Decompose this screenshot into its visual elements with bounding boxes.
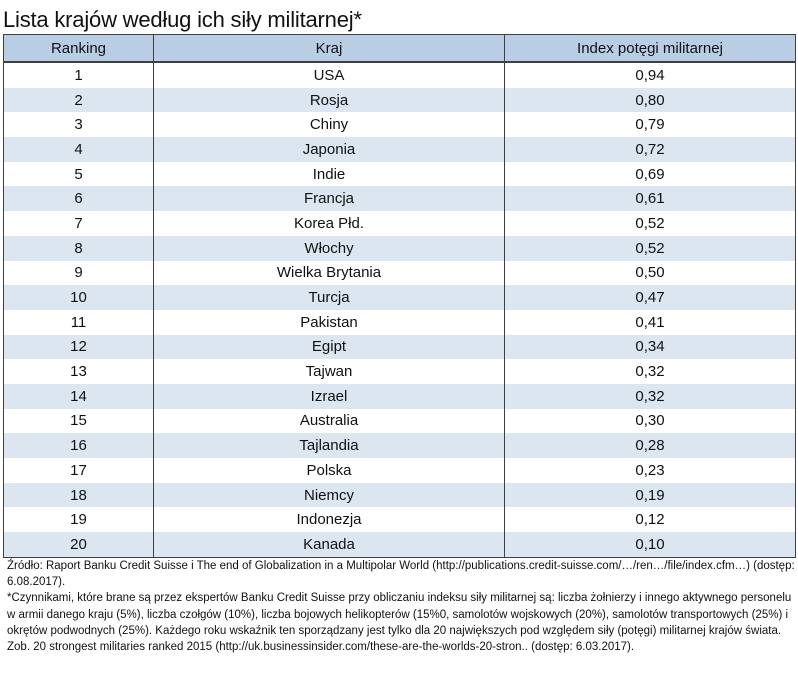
cell-rank: 8 [3, 235, 154, 261]
cell-index: 0,12 [504, 507, 796, 533]
cell-index: 0,94 [504, 62, 796, 88]
table-row: 15 Australia 0,30 [3, 408, 796, 434]
table-body: 1 USA 0,94 2 Rosja 0,80 3 Chiny 0,79 4 Japonia 0,72… [3, 62, 796, 558]
cell-rank: 2 [3, 87, 154, 113]
cell-rank: 14 [3, 383, 154, 409]
cell-rank: 18 [3, 482, 154, 508]
table-row: 10 Turcja 0,47 [3, 285, 796, 310]
table-row: 18 Niemcy 0,19 [3, 482, 796, 508]
cell-rank: 6 [3, 186, 154, 212]
cell-country: Japonia [153, 137, 505, 162]
cell-index: 0,80 [504, 87, 796, 113]
table-row: 19 Indonezja 0,12 [3, 507, 796, 533]
cell-country: Egipt [153, 334, 505, 360]
cell-country: Izrael [153, 383, 505, 409]
cell-rank: 12 [3, 334, 154, 360]
cell-rank: 19 [3, 507, 154, 533]
cell-rank: 5 [3, 161, 154, 187]
cell-index: 0,32 [504, 383, 796, 409]
cell-country: Wielka Brytania [153, 260, 505, 286]
table-row: 4 Japonia 0,72 [3, 137, 796, 162]
table-row: 11 Pakistan 0,41 [3, 309, 796, 335]
cell-country: Polska [153, 458, 505, 483]
column-header-index: Index potęgi militarnej [504, 34, 796, 63]
methodology-note: *Czynnikami, które brane są przez eksper… [7, 592, 792, 654]
table-header-row: Ranking Kraj Index potęgi militarnej [3, 34, 796, 63]
cell-rank: 3 [3, 112, 154, 138]
table-row: 9 Wielka Brytania 0,50 [3, 260, 796, 286]
cell-country: Tajlandia [153, 433, 505, 458]
table-row: 5 Indie 0,69 [3, 161, 796, 187]
cell-country: Pakistan [153, 309, 505, 335]
cell-index: 0,32 [504, 359, 796, 384]
cell-index: 0,28 [504, 433, 796, 458]
cell-index: 0,79 [504, 112, 796, 138]
column-header-country: Kraj [153, 34, 505, 63]
table-row: 3 Chiny 0,79 [3, 112, 796, 138]
cell-index: 0,19 [504, 482, 796, 508]
table-row: 7 Korea Płd. 0,52 [3, 211, 796, 236]
cell-index: 0,47 [504, 285, 796, 310]
table-row: 14 Izrael 0,32 [3, 383, 796, 409]
cell-rank: 9 [3, 260, 154, 286]
table-row: 13 Tajwan 0,32 [3, 359, 796, 384]
footnotes: Źródło: Raport Banku Credit Suisse i The… [7, 558, 795, 655]
cell-rank: 15 [3, 408, 154, 434]
page-title: Lista krajów według ich siły militarnej* [3, 7, 362, 32]
cell-rank: 4 [3, 137, 154, 162]
cell-rank: 20 [3, 532, 154, 558]
cell-country: Rosja [153, 87, 505, 113]
cell-country: Kanada [153, 532, 505, 558]
cell-rank: 16 [3, 433, 154, 458]
source-note: Źródło: Raport Banku Credit Suisse i The… [7, 560, 795, 589]
table-row: 1 USA 0,94 [3, 62, 796, 88]
table-row: 20 Kanada 0,10 [3, 532, 796, 558]
cell-country: Niemcy [153, 482, 505, 508]
cell-country: Francja [153, 186, 505, 212]
cell-index: 0,41 [504, 309, 796, 335]
cell-country: Chiny [153, 112, 505, 138]
cell-index: 0,23 [504, 458, 796, 483]
cell-index: 0,10 [504, 532, 796, 558]
cell-rank: 1 [3, 62, 154, 88]
cell-rank: 10 [3, 285, 154, 310]
table-row: 12 Egipt 0,34 [3, 334, 796, 360]
cell-country: Włochy [153, 235, 505, 261]
cell-rank: 11 [3, 309, 154, 335]
cell-index: 0,52 [504, 211, 796, 236]
cell-country: Tajwan [153, 359, 505, 384]
cell-country: Korea Płd. [153, 211, 505, 236]
cell-index: 0,72 [504, 137, 796, 162]
cell-index: 0,50 [504, 260, 796, 286]
cell-index: 0,34 [504, 334, 796, 360]
cell-rank: 7 [3, 211, 154, 236]
table-row: 16 Tajlandia 0,28 [3, 433, 796, 458]
column-header-ranking: Ranking [3, 34, 154, 63]
cell-index: 0,52 [504, 235, 796, 261]
cell-index: 0,61 [504, 186, 796, 212]
cell-country: Australia [153, 408, 505, 434]
cell-country: Turcja [153, 285, 505, 310]
table-row: 8 Włochy 0,52 [3, 235, 796, 261]
table-row: 2 Rosja 0,80 [3, 87, 796, 113]
cell-rank: 17 [3, 458, 154, 483]
cell-country: USA [153, 62, 505, 88]
cell-country: Indie [153, 161, 505, 187]
table-row: 17 Polska 0,23 [3, 458, 796, 483]
cell-rank: 13 [3, 359, 154, 384]
cell-country: Indonezja [153, 507, 505, 533]
cell-index: 0,69 [504, 161, 796, 187]
cell-index: 0,30 [504, 408, 796, 434]
ranking-table: Ranking Kraj Index potęgi militarnej 1 US… [3, 34, 796, 558]
table-row: 6 Francja 0,61 [3, 186, 796, 212]
